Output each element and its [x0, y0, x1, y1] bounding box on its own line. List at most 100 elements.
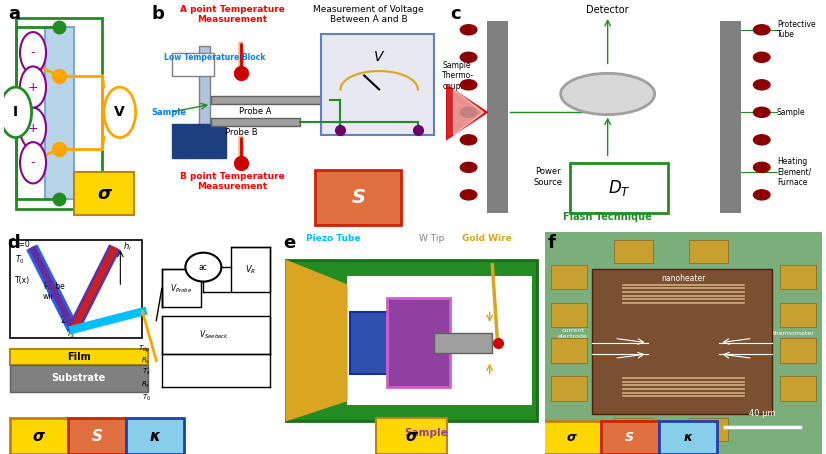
Text: current
electrode: current electrode: [558, 329, 588, 339]
FancyBboxPatch shape: [570, 163, 667, 213]
Text: 2b: 2b: [60, 316, 70, 325]
Text: σ: σ: [406, 429, 418, 444]
FancyBboxPatch shape: [173, 53, 214, 76]
Text: Heating
Element/
Furnace: Heating Element/ Furnace: [776, 157, 811, 187]
FancyBboxPatch shape: [10, 419, 68, 454]
FancyBboxPatch shape: [74, 172, 134, 216]
FancyBboxPatch shape: [231, 247, 270, 291]
Circle shape: [20, 108, 46, 149]
Text: κ: κ: [150, 429, 160, 444]
Text: -: -: [31, 156, 36, 169]
FancyBboxPatch shape: [162, 269, 201, 307]
Circle shape: [753, 162, 770, 173]
Text: $D_T$: $D_T$: [608, 178, 630, 198]
Text: σ: σ: [567, 431, 577, 444]
Text: σ: σ: [33, 429, 45, 444]
Ellipse shape: [561, 74, 655, 114]
Text: κ: κ: [683, 431, 692, 444]
FancyBboxPatch shape: [720, 20, 741, 213]
Text: c: c: [450, 5, 460, 23]
Polygon shape: [286, 261, 347, 420]
Text: σ: σ: [97, 185, 111, 202]
Circle shape: [460, 190, 477, 200]
FancyBboxPatch shape: [347, 276, 532, 405]
Circle shape: [460, 52, 477, 62]
Ellipse shape: [561, 83, 655, 99]
Text: S: S: [92, 429, 102, 444]
FancyBboxPatch shape: [551, 303, 586, 327]
FancyBboxPatch shape: [689, 241, 728, 263]
Text: Film: Film: [67, 352, 91, 362]
FancyBboxPatch shape: [781, 338, 816, 363]
FancyBboxPatch shape: [487, 20, 508, 213]
Text: d: d: [7, 234, 20, 252]
Circle shape: [460, 25, 477, 35]
Text: Gold Wire: Gold Wire: [462, 234, 512, 243]
Text: Probe A: Probe A: [240, 107, 272, 116]
Text: $V_{Seebeck}$: $V_{Seebeck}$: [199, 329, 230, 341]
Text: Low Temperature Block: Low Temperature Block: [164, 53, 265, 62]
FancyBboxPatch shape: [601, 420, 658, 454]
Circle shape: [185, 253, 221, 281]
FancyBboxPatch shape: [658, 420, 717, 454]
FancyBboxPatch shape: [689, 419, 728, 441]
Text: A point Temperature
Measurement: A point Temperature Measurement: [179, 5, 284, 24]
FancyBboxPatch shape: [173, 124, 226, 158]
Text: $T_s$: $T_s$: [142, 366, 151, 377]
Circle shape: [20, 142, 46, 183]
FancyBboxPatch shape: [349, 311, 408, 374]
Text: b: b: [152, 5, 164, 23]
Text: $T_s$: $T_s$: [66, 328, 75, 340]
Circle shape: [753, 107, 770, 118]
Circle shape: [753, 25, 770, 35]
Text: S: S: [625, 431, 634, 444]
Text: $T_{tip}$: $T_{tip}$: [138, 344, 151, 355]
Text: +: +: [28, 122, 38, 135]
FancyBboxPatch shape: [781, 376, 816, 400]
FancyBboxPatch shape: [543, 420, 601, 454]
FancyBboxPatch shape: [615, 419, 653, 441]
Text: thermometer: thermometer: [773, 331, 815, 336]
FancyBboxPatch shape: [126, 419, 184, 454]
Polygon shape: [446, 85, 487, 140]
FancyBboxPatch shape: [321, 35, 434, 135]
Circle shape: [460, 135, 477, 145]
Text: $R_s$: $R_s$: [141, 355, 151, 365]
Text: I: I: [13, 105, 18, 119]
Text: $V_R$: $V_R$: [244, 263, 256, 276]
Text: W Tip: W Tip: [419, 234, 444, 243]
FancyBboxPatch shape: [592, 269, 772, 414]
Text: $V_{Probe}$: $V_{Probe}$: [170, 282, 192, 295]
FancyBboxPatch shape: [376, 419, 448, 454]
FancyBboxPatch shape: [387, 298, 450, 387]
Text: Measurement of Voltage
Between A and B: Measurement of Voltage Between A and B: [313, 5, 424, 24]
Text: Substrate: Substrate: [52, 373, 106, 383]
Text: ac: ac: [199, 262, 208, 271]
Circle shape: [20, 32, 46, 74]
Text: V: V: [114, 105, 126, 119]
FancyBboxPatch shape: [781, 303, 816, 327]
FancyBboxPatch shape: [211, 96, 330, 104]
Text: Sample: Sample: [405, 429, 448, 439]
Polygon shape: [453, 89, 484, 135]
Text: Sample
Thermo-
couple: Sample Thermo- couple: [442, 61, 474, 90]
Text: e: e: [283, 234, 296, 252]
Circle shape: [753, 135, 770, 145]
Text: $h_i$: $h_i$: [123, 241, 132, 253]
Text: +: +: [28, 81, 38, 94]
FancyBboxPatch shape: [545, 232, 822, 454]
Text: $R_s$: $R_s$: [141, 380, 151, 390]
Circle shape: [460, 80, 477, 90]
Text: nanoheater: nanoheater: [662, 274, 705, 283]
Circle shape: [104, 87, 135, 138]
FancyBboxPatch shape: [211, 118, 301, 126]
Text: T(x): T(x): [15, 276, 31, 285]
Circle shape: [753, 52, 770, 62]
Text: Protective
Tube: Protective Tube: [776, 20, 815, 39]
FancyBboxPatch shape: [551, 376, 586, 400]
Text: V: V: [374, 50, 384, 64]
Text: x=0: x=0: [15, 241, 31, 249]
Text: a: a: [8, 5, 21, 23]
Circle shape: [0, 87, 31, 138]
Circle shape: [20, 66, 46, 108]
